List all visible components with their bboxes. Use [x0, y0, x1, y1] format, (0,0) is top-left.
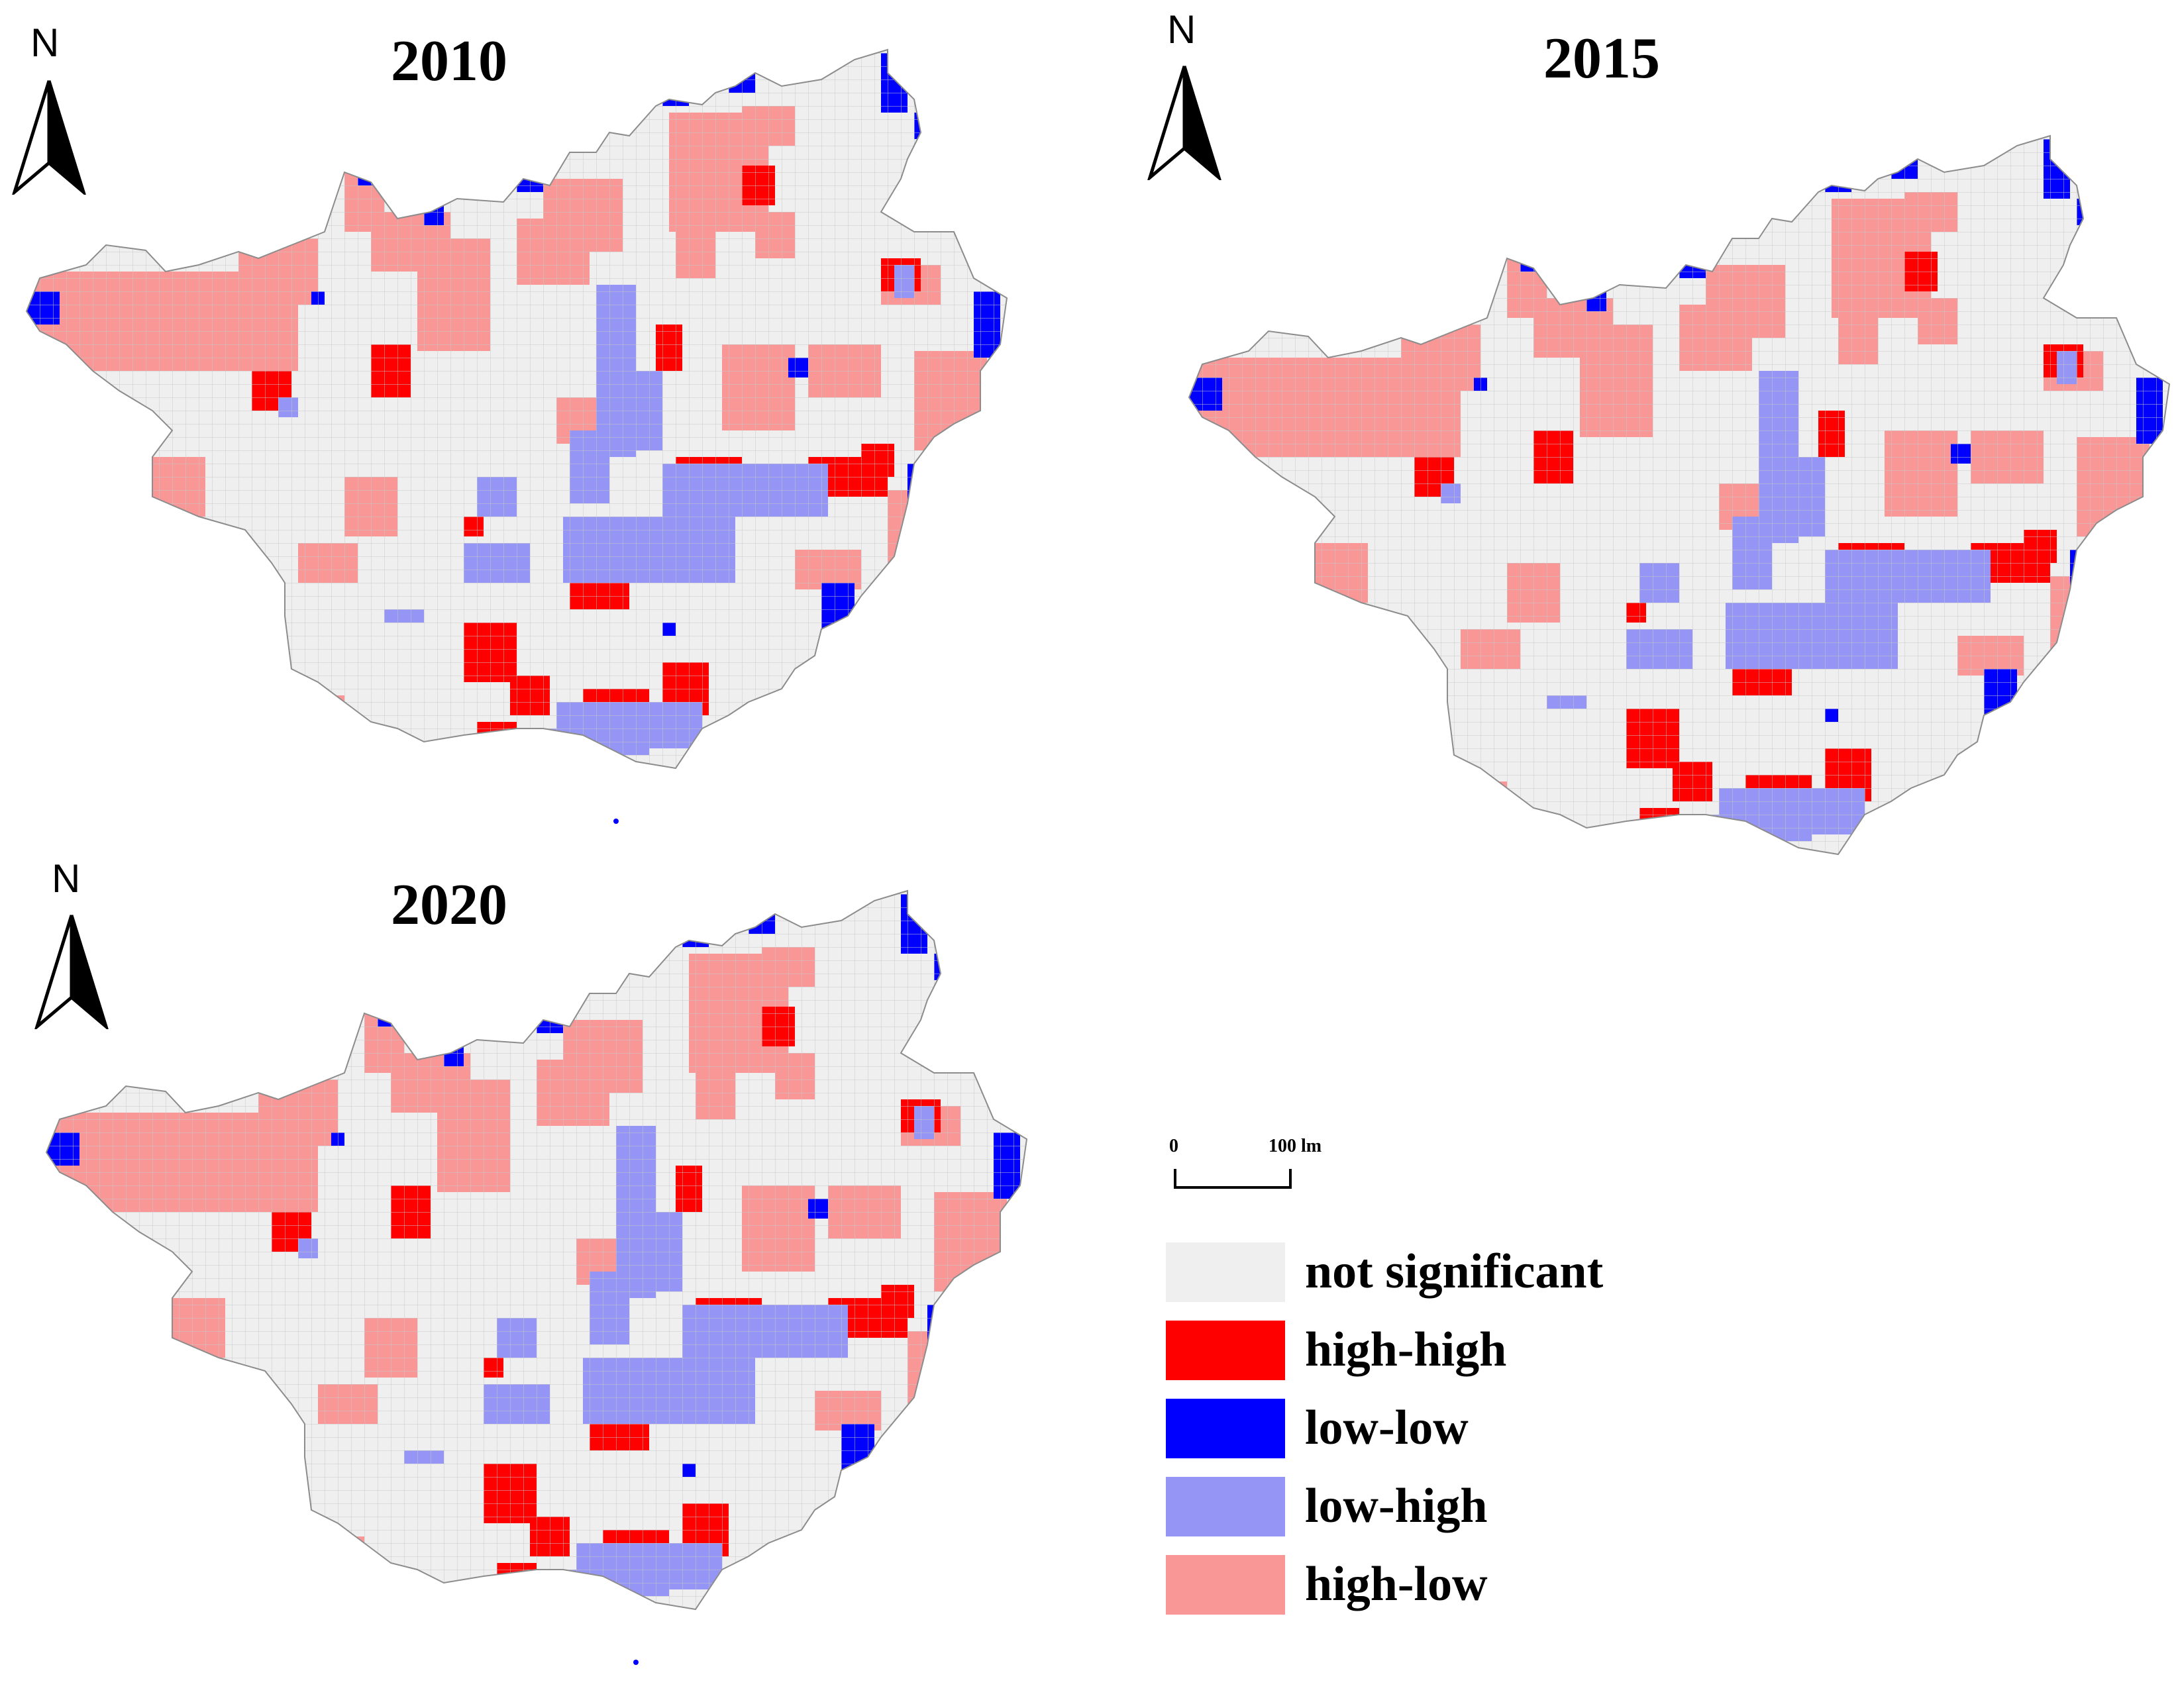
- scale-start-label: 0: [1169, 1136, 1178, 1156]
- legend-item-high-high: high-high: [1166, 1317, 1762, 1383]
- cluster-cell-hl: [1335, 781, 1507, 821]
- legend-swatch: [1166, 1399, 1285, 1458]
- island-marker: [633, 1660, 639, 1665]
- map-title: 2015: [1543, 26, 1660, 91]
- map-title: 2020: [391, 873, 507, 937]
- legend-label: high-low: [1305, 1557, 1488, 1611]
- legend-label: low-high: [1305, 1479, 1488, 1533]
- island-marker: [613, 819, 619, 824]
- map-panel-2015: N 2015: [1139, 0, 2178, 887]
- north-arrow-icon: [1147, 66, 1221, 180]
- map-layer: [1188, 134, 2171, 856]
- cluster-cell-ll: [185, 536, 205, 556]
- legend-label: low-low: [1305, 1401, 1469, 1455]
- north-arrow-icon: [12, 80, 86, 195]
- legend-item-low-low: low-low: [1166, 1395, 1762, 1461]
- grid-overlay: [1189, 136, 2169, 854]
- legend-label: high-high: [1305, 1323, 1507, 1377]
- scale-end-label: 100 lm: [1269, 1136, 1322, 1156]
- legend: not significant high-high low-low low-hi…: [1166, 1238, 1762, 1623]
- cluster-cell-hl: [172, 695, 344, 735]
- province-outline: [45, 889, 1028, 1611]
- north-label: N: [1167, 7, 1196, 52]
- map-title: 2010: [391, 29, 507, 93]
- map-layer: [25, 48, 1008, 824]
- legend-item-not-significant: not significant: [1166, 1238, 1762, 1305]
- legend-swatch: [1166, 1242, 1285, 1302]
- legend-swatch: [1166, 1555, 1285, 1615]
- cluster-cell-ll: [1348, 623, 1368, 642]
- scale-bar-line: [1174, 1169, 1292, 1189]
- legend-label: not significant: [1305, 1244, 1604, 1299]
- north-label: N: [52, 856, 81, 901]
- grid-overlay: [26, 50, 1007, 768]
- legend-swatch: [1166, 1477, 1285, 1536]
- map-panel-2020: N 2020: [0, 841, 1086, 1708]
- lisa-cluster-map: [45, 889, 1028, 1665]
- cluster-cell-ll: [205, 1378, 225, 1397]
- lisa-cluster-map: [25, 48, 1008, 824]
- north-label: N: [30, 21, 60, 65]
- north-arrow-icon: [34, 915, 109, 1029]
- legend-swatch: [1166, 1321, 1285, 1380]
- lisa-cluster-map: [1188, 134, 2171, 856]
- province-outline: [1188, 134, 2171, 856]
- scale-bar: 0 100 lm: [1169, 1136, 1368, 1209]
- map-layer: [45, 889, 1028, 1665]
- province-outline: [25, 48, 1008, 770]
- legend-item-low-high: low-high: [1166, 1473, 1762, 1539]
- map-panel-2010: N 2010: [0, 0, 1060, 854]
- cluster-cell-hl: [192, 1536, 364, 1576]
- grid-overlay: [46, 891, 1027, 1609]
- legend-item-high-low: high-low: [1166, 1551, 1762, 1617]
